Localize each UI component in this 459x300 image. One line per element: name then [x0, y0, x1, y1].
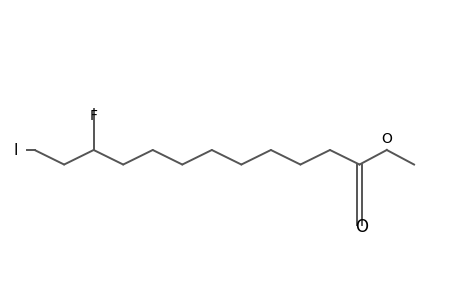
Text: O: O — [381, 132, 392, 145]
Text: F: F — [90, 109, 97, 123]
Text: I: I — [13, 142, 18, 158]
Text: O: O — [354, 218, 368, 236]
